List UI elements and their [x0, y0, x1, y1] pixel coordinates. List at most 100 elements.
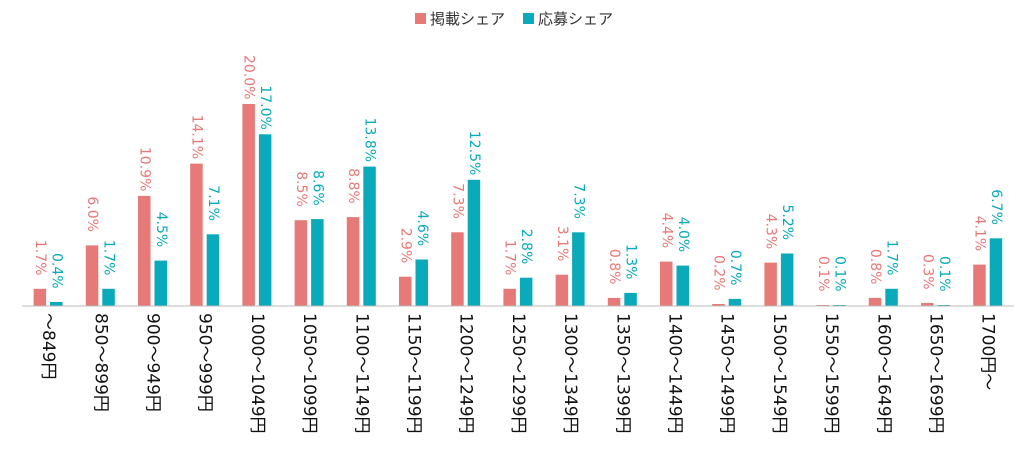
data-labels: 1.7% 0.4%6.0%1.7%10.9%4.5%14.1%7.1%20.0%1…: [32, 55, 1004, 292]
bar-s0-13: [712, 304, 725, 306]
x-tick-label-5: 1050～1099円: [299, 313, 319, 434]
bar-s1-14: [780, 253, 794, 306]
bar-s0-3: [190, 163, 203, 306]
data-label-s1-11: 1.3%: [623, 244, 639, 280]
bar-s1-2: [154, 260, 167, 306]
data-label-s0-6: 8.8%: [345, 168, 361, 204]
bar-s0-12: [660, 261, 673, 306]
data-label-s1-16: 1.7%: [884, 240, 900, 276]
data-label-s0-15: 0.1%: [815, 256, 831, 292]
data-label-s0-14: 4.3%: [763, 214, 779, 250]
data-label-s0-12: 4.4%: [658, 213, 674, 249]
bar-s0-10: [555, 274, 569, 306]
bar-s0-17: [921, 303, 934, 306]
x-tick-label-14: 1500～1549円: [769, 313, 789, 434]
data-label-s0-13: 0.2%: [711, 255, 727, 291]
data-label-s0-18: 4.1%: [972, 216, 988, 252]
bar-s0-11: [607, 297, 621, 306]
data-label-s1-9: 2.8%: [518, 229, 534, 265]
data-label-s0-11: 0.8%: [606, 249, 622, 285]
bar-s1-18: [989, 238, 1003, 306]
data-label-s1-14: 5.2%: [779, 205, 795, 241]
x-tick-label-12: 1400～1449円: [665, 313, 685, 434]
x-tick-label-16: 1600～1649円: [873, 313, 893, 434]
data-label-s1-4: 17.0%: [257, 85, 273, 129]
x-tick-label-10: 1300～1349円: [560, 313, 580, 434]
data-label-s0-5: 8.5%: [293, 171, 309, 207]
bar-s1-16: [885, 288, 898, 306]
data-label-s0-0: 1.7%: [32, 240, 48, 276]
x-tick-label-15: 1550～1599円: [821, 313, 841, 434]
data-label-s0-3: 14.1%: [189, 115, 205, 159]
legend-label-1: 応募シェア: [538, 10, 613, 28]
x-tick-label-6: 1100～1149円: [351, 313, 371, 434]
data-label-s0-16: 0.8%: [867, 249, 883, 285]
data-label-s0-2: 10.9%: [136, 147, 152, 191]
data-label-s1-0: 0.4%: [48, 253, 64, 289]
bar-s0-8: [451, 232, 464, 306]
data-label-s1-18: 6.7%: [988, 189, 1004, 225]
bar-s1-13: [728, 298, 742, 306]
data-label-s1-17: 0.1%: [936, 256, 952, 292]
bar-s1-7: [415, 259, 428, 306]
bar-s1-1: [102, 288, 115, 306]
data-label-s1-15: 0.1%: [831, 256, 847, 292]
legend: 掲載シェア 応募シェア: [415, 10, 613, 28]
bar-s1-5: [311, 219, 324, 306]
x-tick-label-2: 900～949円: [143, 313, 163, 412]
x-tick-label-18: 1700円～: [978, 313, 998, 390]
data-label-s1-6: 13.8%: [362, 118, 378, 162]
x-tick-label-7: 1150～1199円: [404, 313, 424, 434]
data-label-s1-3: 7.1%: [205, 185, 221, 221]
bar-s0-1: [85, 245, 99, 306]
bar-s1-12: [676, 265, 689, 306]
data-label-s1-10: 7.3%: [570, 183, 586, 219]
data-label-s0-1: 6.0%: [84, 196, 100, 232]
x-tick-label-11: 1350～1399円: [612, 313, 632, 434]
data-label-s1-2: 4.5%: [153, 212, 169, 248]
bar-s1-10: [572, 232, 585, 306]
bar-s0-4: [242, 104, 255, 306]
data-label-s0-8: 7.3%: [450, 183, 466, 219]
data-label-s0-9: 1.7%: [502, 240, 518, 276]
data-label-s1-13: 0.7%: [727, 250, 743, 286]
bar-s0-2: [138, 195, 151, 306]
bar-s1-11: [624, 292, 637, 306]
x-tick-label-4: 1000～1049円: [247, 313, 267, 434]
legend-swatch-1: [523, 13, 534, 24]
data-label-s1-7: 4.6%: [414, 211, 430, 247]
bar-s1-4: [258, 134, 272, 306]
x-tick-label-3: 950～999円: [195, 313, 215, 412]
x-tick-label-13: 1450～1499円: [717, 313, 737, 434]
bar-s0-7: [399, 276, 412, 306]
x-tick-label-8: 1200～1249円: [456, 313, 476, 434]
data-label-s0-17: 0.3%: [919, 254, 935, 290]
bar-s1-6: [363, 166, 376, 306]
x-tick-label-0: ～849円: [38, 313, 58, 379]
bars: [33, 104, 1003, 307]
bar-s1-3: [206, 234, 220, 306]
data-label-s0-4: 20.0%: [241, 55, 257, 99]
bar-s0-6: [346, 217, 360, 306]
bar-s0-14: [764, 262, 777, 306]
bar-s1-9: [519, 277, 533, 306]
data-label-s0-7: 2.9%: [397, 228, 413, 264]
data-label-s1-8: 12.5%: [466, 131, 482, 175]
data-label-s0-10: 3.1%: [554, 226, 570, 262]
bar-s0-16: [868, 297, 882, 306]
data-label-s1-5: 8.6%: [309, 170, 325, 206]
bar-s0-9: [503, 288, 516, 306]
x-tick-label-17: 1650～1699円: [926, 313, 946, 434]
bar-s0-0: [33, 288, 47, 306]
bar-s0-5: [294, 220, 308, 306]
bar-s1-0: [50, 302, 63, 306]
x-axis: ～849円 850～899円 900～949円 950～999円 1000～1049円 1…: [22, 305, 1014, 434]
data-label-s1-1: 1.7%: [101, 240, 117, 276]
bar-s1-8: [467, 179, 481, 307]
x-tick-label-9: 1250～1299円: [508, 313, 528, 434]
legend-swatch-0: [415, 13, 426, 24]
data-label-s1-12: 4.0%: [675, 217, 691, 253]
x-tick-label-1: 850～899円: [90, 313, 110, 412]
bar-s0-18: [973, 264, 986, 306]
